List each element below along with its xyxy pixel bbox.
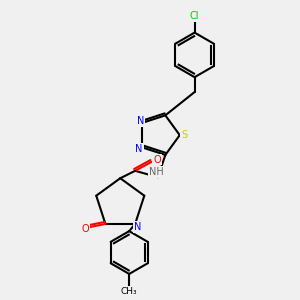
- Text: N: N: [134, 222, 141, 232]
- Text: O: O: [81, 224, 89, 234]
- Text: N: N: [135, 144, 143, 154]
- Text: S: S: [181, 130, 187, 140]
- Text: O: O: [153, 154, 160, 164]
- Text: Cl: Cl: [190, 11, 199, 21]
- Text: NH: NH: [149, 167, 164, 177]
- Text: N: N: [137, 116, 144, 125]
- Text: CH₃: CH₃: [121, 287, 137, 296]
